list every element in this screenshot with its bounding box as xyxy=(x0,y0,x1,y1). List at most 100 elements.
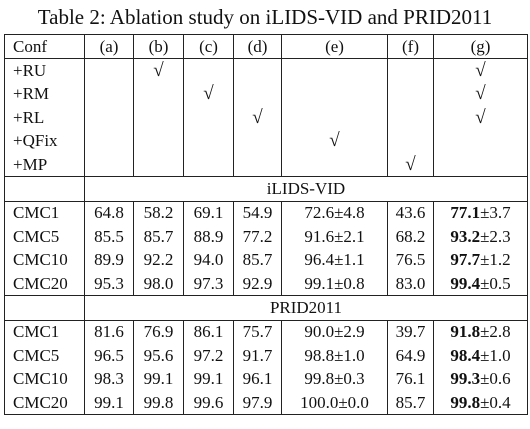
empty-cell xyxy=(233,129,282,153)
config-label: +MP xyxy=(4,152,85,177)
empty-cell xyxy=(84,129,134,153)
value-cell: 58.2 xyxy=(133,200,184,226)
table-row: CMC20 95.3 98.0 97.3 92.9 99.1±0.8 83.0 99.4±0.… xyxy=(4,271,528,296)
header-cell: (b) xyxy=(133,33,184,59)
empty-cell xyxy=(133,129,184,153)
table-row: iLIDS-VID xyxy=(4,176,528,202)
value-cell: 93.2±2.3 xyxy=(433,225,528,249)
check-mark: √ xyxy=(387,152,434,177)
table-row: CMC10 89.9 92.2 94.0 85.7 96.4±1.1 76.5 97.7±1.… xyxy=(4,248,528,272)
empty-cell xyxy=(84,106,134,130)
table-row: Conf (a) (b) (c) (d) (e) (f) (g) xyxy=(4,33,528,59)
empty-cell xyxy=(433,129,528,153)
value-cell: 54.9 xyxy=(233,200,282,226)
metric-label: CMC10 xyxy=(4,367,85,391)
value-cell: 85.7 xyxy=(387,390,434,416)
value-cell: 99.6 xyxy=(183,390,234,416)
table-row: CMC10 98.3 99.1 99.1 96.1 99.8±0.3 76.1 99.3±0.… xyxy=(4,367,528,391)
best-value: 77.1 xyxy=(450,203,481,223)
ablation-table: Conf (a) (b) (c) (d) (e) (f) (g) +RU √ √ +RM √ √ +RL √ √… xyxy=(4,33,528,416)
value-cell: 85.5 xyxy=(84,225,134,249)
metric-label: CMC1 xyxy=(4,200,85,226)
value-cell: 99.3±0.6 xyxy=(433,367,528,391)
header-cell: (f) xyxy=(387,33,434,59)
value-cell: 92.2 xyxy=(133,248,184,272)
value-cell: 91.8±2.8 xyxy=(433,319,528,345)
value-cell: 97.3 xyxy=(183,271,234,296)
header-cell: (a) xyxy=(84,33,134,59)
empty-cell xyxy=(183,129,234,153)
config-label: +RU xyxy=(4,58,85,83)
table-caption: Table 2: Ablation study on iLIDS-VID and… xyxy=(37,5,493,29)
value-cell: 98.3 xyxy=(84,367,134,391)
value-cell: 90.0±2.9 xyxy=(281,319,388,345)
value-cell: 95.6 xyxy=(133,344,184,368)
section-title: PRID2011 xyxy=(84,295,528,321)
empty-cell xyxy=(84,152,134,177)
config-label: +RL xyxy=(4,106,85,130)
section-title: iLIDS-VID xyxy=(84,176,528,202)
value-cell: 75.7 xyxy=(233,319,282,345)
empty-cell xyxy=(4,295,85,321)
empty-cell xyxy=(4,176,85,202)
empty-cell xyxy=(233,82,282,107)
best-value: 99.4 xyxy=(450,273,481,293)
metric-label: CMC10 xyxy=(4,248,85,272)
value-std: ±3.7 xyxy=(480,203,511,223)
empty-cell xyxy=(183,106,234,130)
metric-label: CMC20 xyxy=(4,390,85,416)
value-cell: 91.7 xyxy=(233,344,282,368)
empty-cell xyxy=(133,152,184,177)
value-cell: 98.0 xyxy=(133,271,184,296)
best-value: 98.4 xyxy=(450,345,481,365)
value-cell: 97.9 xyxy=(233,390,282,416)
check-mark: √ xyxy=(281,129,388,153)
value-std: ±0.6 xyxy=(480,369,511,389)
table-row: +RM √ √ xyxy=(4,82,528,107)
best-value: 91.8 xyxy=(450,322,481,342)
value-cell: 86.1 xyxy=(183,319,234,345)
check-mark: √ xyxy=(433,106,528,130)
empty-cell xyxy=(183,58,234,83)
value-std: ±2.8 xyxy=(480,322,511,342)
metric-label: CMC20 xyxy=(4,271,85,296)
header-cell: (g) xyxy=(433,33,528,59)
value-cell: 98.8±1.0 xyxy=(281,344,388,368)
value-cell: 85.7 xyxy=(233,248,282,272)
best-value: 93.2 xyxy=(450,226,481,246)
value-cell: 43.6 xyxy=(387,200,434,226)
value-cell: 100.0±0.0 xyxy=(281,390,388,416)
value-cell: 39.7 xyxy=(387,319,434,345)
value-cell: 91.6±2.1 xyxy=(281,225,388,249)
check-mark: √ xyxy=(183,82,234,107)
empty-cell xyxy=(281,106,388,130)
table-row: +RL √ √ xyxy=(4,106,528,130)
value-cell: 88.9 xyxy=(183,225,234,249)
value-cell: 81.6 xyxy=(84,319,134,345)
check-mark: √ xyxy=(233,106,282,130)
empty-cell xyxy=(84,82,134,107)
check-mark: √ xyxy=(433,58,528,83)
value-cell: 99.8±0.3 xyxy=(281,367,388,391)
table-row: +RU √ √ xyxy=(4,58,528,83)
value-cell: 99.4±0.5 xyxy=(433,271,528,296)
empty-cell xyxy=(281,152,388,177)
header-cell: (c) xyxy=(183,33,234,59)
value-cell: 76.9 xyxy=(133,319,184,345)
value-cell: 97.7±1.2 xyxy=(433,248,528,272)
value-cell: 85.7 xyxy=(133,225,184,249)
metric-label: CMC1 xyxy=(4,319,85,345)
config-label: +RM xyxy=(4,82,85,107)
value-cell: 99.1 xyxy=(133,367,184,391)
header-cell: Conf xyxy=(4,33,85,59)
empty-cell xyxy=(233,58,282,83)
table-row: PRID2011 xyxy=(4,295,528,321)
empty-cell xyxy=(133,82,184,107)
value-cell: 99.8±0.4 xyxy=(433,390,528,416)
best-value: 99.3 xyxy=(450,369,481,389)
value-cell: 99.1±0.8 xyxy=(281,271,388,296)
value-cell: 99.1 xyxy=(183,367,234,391)
value-cell: 83.0 xyxy=(387,271,434,296)
table-row: CMC5 85.5 85.7 88.9 77.2 91.6±2.1 68.2 93.2±2.3 xyxy=(4,225,528,249)
